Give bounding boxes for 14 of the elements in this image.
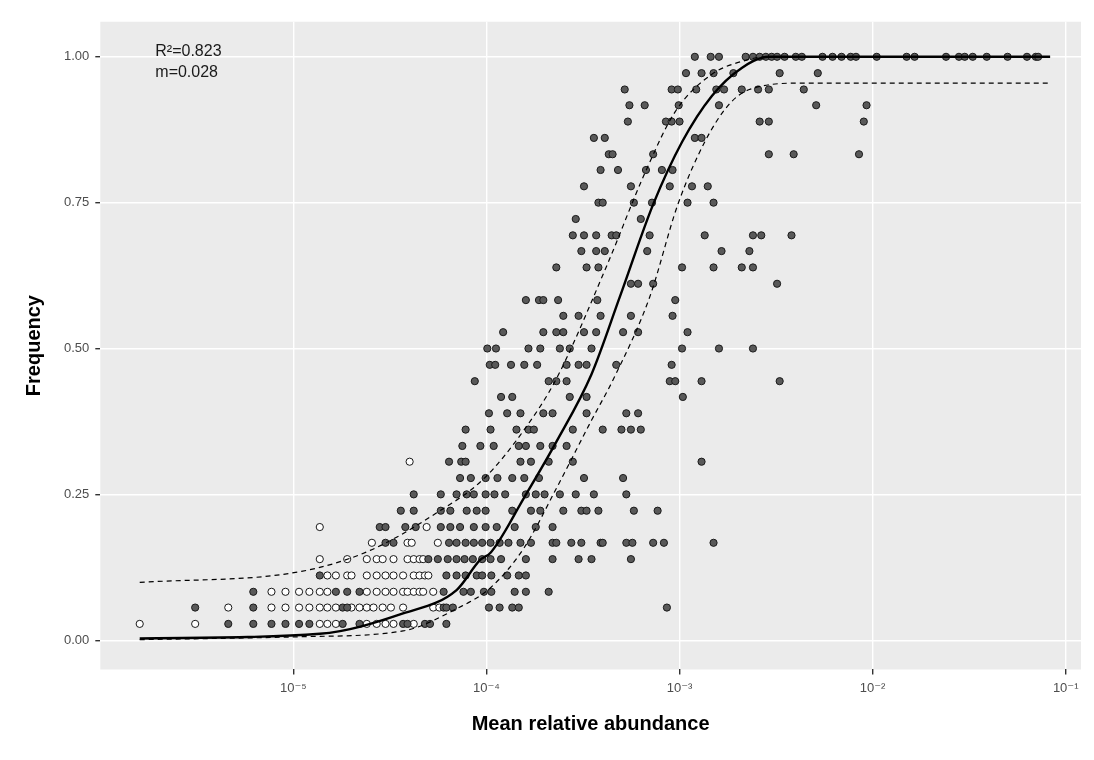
y-tick-label: 0.75 (63, 194, 90, 210)
x-tick-label: 10⁻³ (666, 679, 694, 695)
y-axis-title: Frequency (21, 294, 44, 397)
y-tick-label: 1.00 (63, 48, 90, 64)
annotation: R²=0.823 (155, 42, 222, 60)
x-tick-label: 10⁻⁵ (280, 679, 307, 695)
y-tick-label: 0.50 (63, 340, 90, 356)
x-tick-label: 10⁻¹ (1052, 679, 1080, 695)
annotation: m=0.028 (155, 63, 219, 81)
x-tick-label: 10⁻⁴ (473, 679, 500, 695)
y-tick-label: 0.00 (63, 631, 90, 647)
x-tick-label: 10⁻² (859, 679, 887, 695)
x-axis-title: Mean relative abundance (471, 711, 710, 734)
y-tick-label: 0.25 (63, 485, 90, 501)
